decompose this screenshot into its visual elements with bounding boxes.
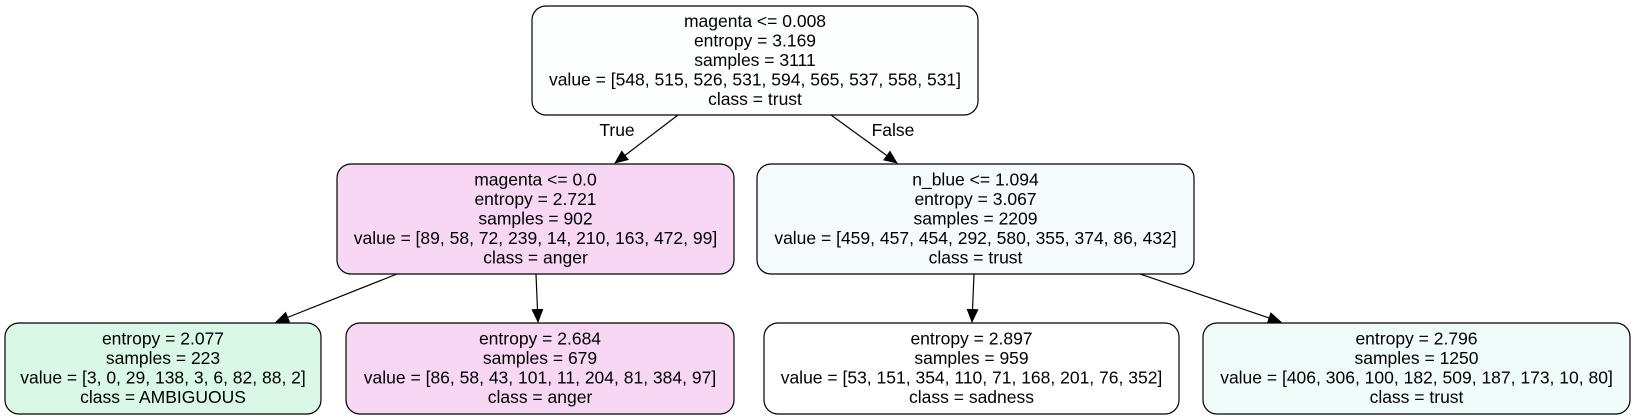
node-line: magenta <= 0.008 — [684, 11, 826, 31]
node-line: class = trust — [929, 247, 1023, 267]
node-line: entropy = 3.169 — [694, 30, 816, 50]
node-box-leaf4 — [1202, 322, 1631, 415]
node-line: value = [406, 306, 100, 182, 509, 187, 1… — [1220, 368, 1613, 388]
node-box-leaf1 — [4, 322, 322, 415]
node-line: samples = 1250 — [1354, 348, 1478, 368]
edge-right-to-leaf4 — [1139, 273, 1282, 324]
node-line: entropy = 2.796 — [1355, 329, 1477, 349]
edge-left-to-leaf1 — [275, 273, 398, 323]
edges-layer: True False — [275, 114, 1282, 324]
node-line: value = [86, 58, 43, 101, 11, 204, 81, 3… — [364, 368, 716, 388]
edge-root-to-left — [614, 114, 679, 164]
node-line: samples = 902 — [478, 208, 592, 228]
node-line: class = trust — [1370, 387, 1464, 407]
node-line: entropy = 2.077 — [102, 329, 224, 349]
node-line: n_blue <= 1.094 — [912, 169, 1039, 190]
edge-left-to-leaf2 — [531, 273, 544, 323]
node-line: value = [89, 58, 72, 239, 14, 210, 163, … — [354, 228, 717, 248]
node-line: value = [3, 0, 29, 138, 3, 6, 82, 88, 2] — [20, 368, 306, 388]
edge-label-true: True — [599, 120, 634, 140]
node-line: class = anger — [483, 247, 588, 267]
node-line: value = [53, 151, 354, 110, 71, 168, 201… — [781, 368, 1163, 388]
node-box-leaf3 — [763, 322, 1180, 415]
edge-label-false: False — [872, 120, 915, 140]
node-line: samples = 679 — [483, 348, 597, 368]
node-line: entropy = 2.721 — [474, 189, 596, 209]
node-line: entropy = 3.067 — [914, 189, 1036, 209]
edge-root-to-right — [830, 114, 898, 164]
node-line: class = anger — [488, 387, 593, 407]
node-line: entropy = 2.897 — [910, 329, 1032, 349]
node-box-root — [531, 5, 979, 116]
node-line: samples = 2209 — [913, 208, 1037, 228]
node-line: class = trust — [708, 89, 802, 109]
node-line: samples = 3111 — [694, 50, 815, 70]
node-line: samples = 959 — [914, 348, 1028, 368]
node-box-leaf2 — [345, 322, 735, 415]
edge-right-to-leaf3 — [966, 273, 979, 323]
node-line: class = AMBIGUOUS — [80, 387, 246, 407]
node-box-left — [336, 163, 735, 275]
node-box-right — [756, 163, 1195, 275]
node-line: value = [459, 457, 454, 292, 580, 355, 3… — [774, 228, 1176, 248]
node-line: samples = 223 — [106, 348, 220, 368]
node-line: value = [548, 515, 526, 531, 594, 565, 5… — [549, 69, 961, 89]
node-line: magenta <= 0.0 — [474, 169, 597, 189]
node-line: entropy = 2.684 — [479, 329, 601, 349]
node-line: class = sadness — [909, 387, 1034, 407]
